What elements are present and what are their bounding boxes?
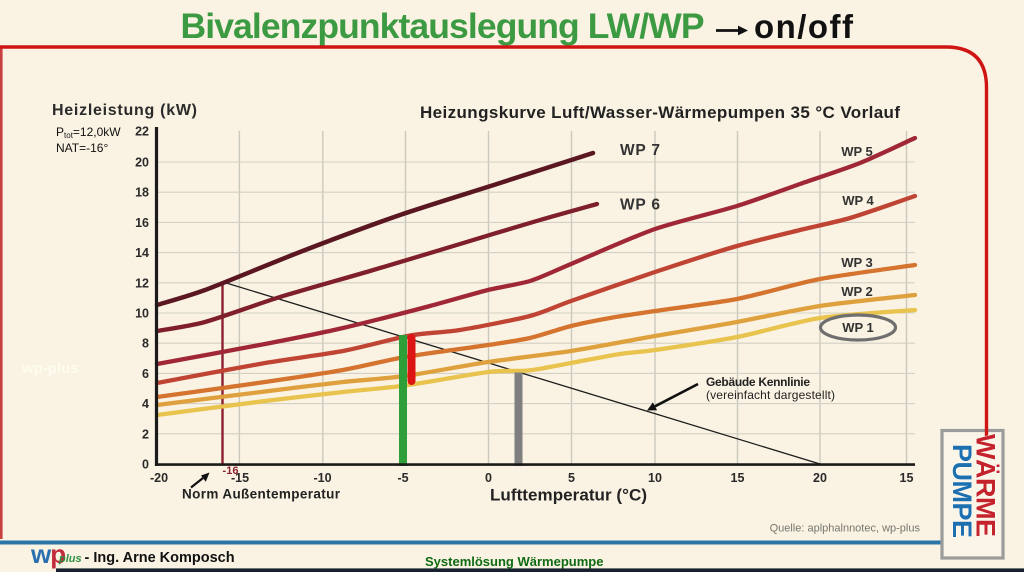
svg-text:20: 20 [813,471,827,485]
svg-text:5: 5 [568,471,575,485]
svg-text:8: 8 [142,337,149,351]
svg-text:Lufttemperatur (°C): Lufttemperatur (°C) [490,486,647,505]
svg-text:WP 2: WP 2 [841,284,873,299]
svg-text:0: 0 [142,458,149,472]
svg-text:6: 6 [142,367,149,381]
svg-text:12: 12 [135,276,149,290]
svg-text:4: 4 [142,397,149,411]
svg-text:22: 22 [135,125,149,139]
svg-text:Gebäude Kennlinie: Gebäude Kennlinie [706,375,810,389]
svg-text:Bivalenzpunktauslegung LW/WP: Bivalenzpunktauslegung LW/WP [181,6,705,46]
svg-text:WP 1: WP 1 [842,320,874,335]
svg-text:WP 5: WP 5 [841,144,873,159]
svg-text:WÄRME: WÄRME [971,434,1001,536]
svg-text:PUMPE: PUMPE [947,444,977,538]
svg-text:Quelle: aplphalnnotec, wp-plus: Quelle: aplphalnnotec, wp-plus [770,523,921,535]
svg-text:- Ing. Arne Komposch: - Ing. Arne Komposch [85,550,235,566]
svg-text:wp: wp [30,539,65,569]
svg-text:(vereinfacht dargestellt): (vereinfacht dargestellt) [706,388,835,402]
svg-text:-15: -15 [231,471,249,485]
svg-text:Ptot=12,0kW: Ptot=12,0kW [56,125,121,140]
svg-text:-20: -20 [150,471,168,485]
svg-text:2: 2 [142,427,149,441]
svg-text:10: 10 [648,471,662,485]
svg-text:0: 0 [485,471,492,485]
svg-text:14: 14 [135,246,149,260]
svg-text:-10: -10 [313,471,331,485]
svg-text:Heizungskurve Luft/Wasser-Wärm: Heizungskurve Luft/Wasser-Wärmepumpen 35… [420,103,900,122]
svg-text:wp-plus: wp-plus [21,360,79,377]
svg-text:20: 20 [135,156,149,170]
svg-text:plus: plus [58,553,82,565]
svg-text:Norm Außentemperatur: Norm Außentemperatur [182,487,341,502]
svg-text:Systemlösung Wärmepumpe: Systemlösung Wärmepumpe [425,554,603,569]
svg-text:-5: -5 [397,471,408,485]
svg-text:NAT=-16°: NAT=-16° [56,141,108,155]
svg-text:on/off: on/off [754,8,854,45]
svg-text:18: 18 [135,186,149,200]
svg-text:WP 6: WP 6 [620,197,661,214]
svg-text:Heizleistung (kW): Heizleistung (kW) [52,102,197,119]
svg-text:15: 15 [731,471,745,485]
svg-text:16: 16 [135,216,149,230]
svg-text:WP 7: WP 7 [620,142,661,159]
svg-text:-16: -16 [223,465,239,477]
svg-text:10: 10 [135,307,149,321]
svg-text:WP 4: WP 4 [842,193,874,208]
svg-text:15: 15 [900,471,914,485]
svg-text:WP 3: WP 3 [841,255,873,270]
